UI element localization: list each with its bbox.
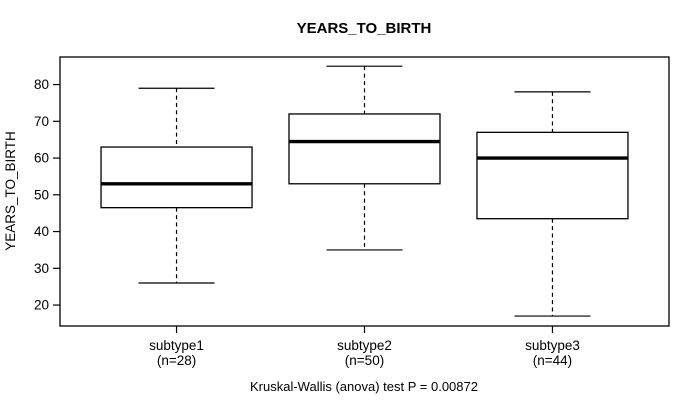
- y-tick-label: 50: [34, 187, 49, 202]
- boxplot-series: [100, 65, 629, 317]
- y-tick-label: 60: [34, 151, 49, 166]
- y-tick-label: 80: [34, 77, 49, 92]
- iqr-box: [476, 131, 629, 220]
- x-category-label: subtype2: [337, 338, 392, 353]
- x-axis: subtype1(n=28) subtype2(n=50) subtype3(n=4…: [149, 326, 580, 368]
- x-count-label: (n=44): [533, 353, 572, 368]
- y-axis-title: YEARS_TO_BIRTH: [3, 131, 18, 251]
- chart-title: YEARS_TO_BIRTH: [297, 20, 432, 37]
- x-count-label: (n=28): [157, 353, 196, 368]
- x-count-label: (n=50): [345, 353, 384, 368]
- y-tick-label: 40: [34, 224, 49, 239]
- iqr-box: [288, 113, 441, 185]
- y-tick-label: 30: [34, 261, 49, 276]
- y-axis: 20 30 40 50 60 70 80: [34, 77, 60, 313]
- iqr-box: [100, 146, 253, 209]
- stat-test-caption: Kruskal-Wallis (anova) test P = 0.00872: [250, 379, 478, 394]
- y-tick-label: 20: [34, 298, 49, 313]
- x-category-label: subtype1: [149, 338, 204, 353]
- y-tick-label: 70: [34, 114, 49, 129]
- x-category-label: subtype3: [525, 338, 580, 353]
